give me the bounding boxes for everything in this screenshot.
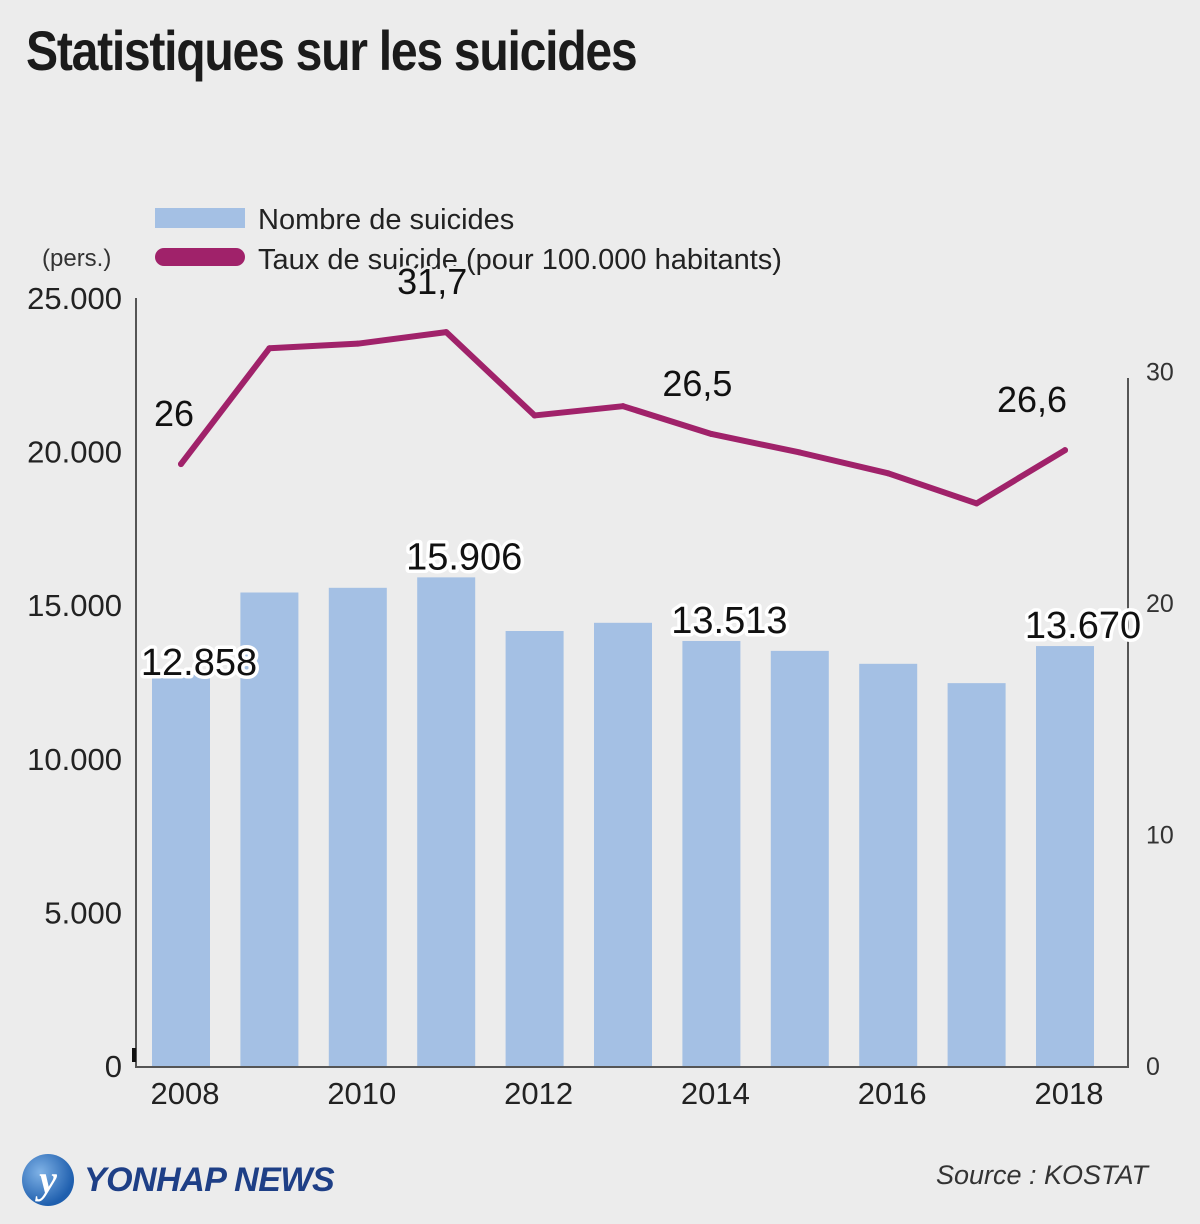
- rate-value-label: 26: [154, 393, 194, 434]
- x-tick-label: 2014: [681, 1076, 750, 1111]
- ticks-layer: 0 5.000 10.000 15.000 20.000 25.000 0 10 20 30 200…: [27, 281, 1174, 1111]
- bar-2008: [152, 671, 210, 1066]
- bar-2010: [328, 587, 387, 1066]
- rate-point-2015: [796, 449, 803, 456]
- bar-2009: [240, 592, 299, 1066]
- bar-2011: [417, 577, 476, 1066]
- left-tick-label: 10.000: [27, 742, 122, 777]
- rate-line: [178, 329, 1068, 507]
- left-tick-label: 20.000: [27, 435, 122, 470]
- legend-line-swatch: [155, 248, 245, 266]
- labels-layer: 12.858 15.906 13.513 13.670 26 31,7 26,5 26,6: [137, 258, 1144, 687]
- left-axis-unit: (pers.): [42, 245, 111, 272]
- rate-point-2008: [178, 461, 184, 468]
- bar-2016: [859, 663, 918, 1066]
- left-tick-label: 0: [105, 1049, 122, 1084]
- left-tick-label: 25.000: [27, 281, 122, 316]
- rate-value-label: 31,7: [397, 261, 467, 302]
- bar-2015: [770, 650, 829, 1066]
- bar-2012: [505, 631, 564, 1066]
- line-layer: [178, 329, 1068, 507]
- chart-title: Statistiques sur les suicides: [26, 19, 638, 82]
- legend-bar-swatch: [155, 208, 245, 228]
- left-tick-label: 5.000: [44, 895, 122, 930]
- bar-2013: [594, 622, 652, 1066]
- bar-value-label: 13.513: [671, 600, 787, 642]
- right-tick-label: 10: [1146, 821, 1174, 849]
- bar-value-label: 15.906: [406, 536, 522, 578]
- rate-point-2010: [354, 340, 361, 347]
- bar-2018: [1036, 646, 1094, 1066]
- rate-point-2017: [973, 500, 980, 507]
- x-tick-label: 2012: [504, 1076, 573, 1111]
- rate-value-label: 26,6: [997, 379, 1067, 420]
- bar-value-label: 12.858: [141, 642, 257, 684]
- x-tick-label: 2016: [858, 1076, 927, 1111]
- rate-point-2016: [885, 470, 892, 477]
- rate-point-2011: [443, 329, 450, 336]
- left-tick-label: 15.000: [27, 588, 122, 623]
- x-tick-label: 2008: [151, 1076, 220, 1111]
- bars-layer: [152, 577, 1094, 1066]
- legend-bar-label: Nombre de suicides: [258, 204, 514, 236]
- right-tick-label: 0: [1146, 1053, 1160, 1081]
- rate-point-2012: [531, 412, 538, 419]
- yonhap-logo-text: YONHAP NEWS: [84, 1160, 335, 1199]
- right-tick-label: 30: [1146, 358, 1174, 386]
- right-tick-label: 20: [1146, 590, 1174, 618]
- x-tick-label: 2018: [1035, 1076, 1104, 1111]
- rate-point-2018: [1062, 447, 1068, 454]
- legend-line-label: Taux de suicide (pour 100.000 habitants): [258, 244, 782, 276]
- bar-2014: [682, 640, 741, 1066]
- rate-point-2014: [708, 430, 715, 437]
- x-tick-label: 2010: [327, 1076, 396, 1111]
- yonhap-logo-icon: y: [22, 1154, 74, 1206]
- source-note: Source : KOSTAT: [935, 1160, 1148, 1190]
- rate-value-label: 26,5: [662, 363, 732, 404]
- rate-point-2013: [620, 403, 626, 410]
- bar-2017: [947, 683, 1006, 1066]
- legend: Nombre de suicides Taux de suicide (pour…: [155, 204, 782, 276]
- bar-value-label: 13.670: [1025, 605, 1141, 647]
- yonhap-logo: y YONHAP NEWS: [22, 1150, 335, 1210]
- rate-point-2009: [266, 345, 273, 352]
